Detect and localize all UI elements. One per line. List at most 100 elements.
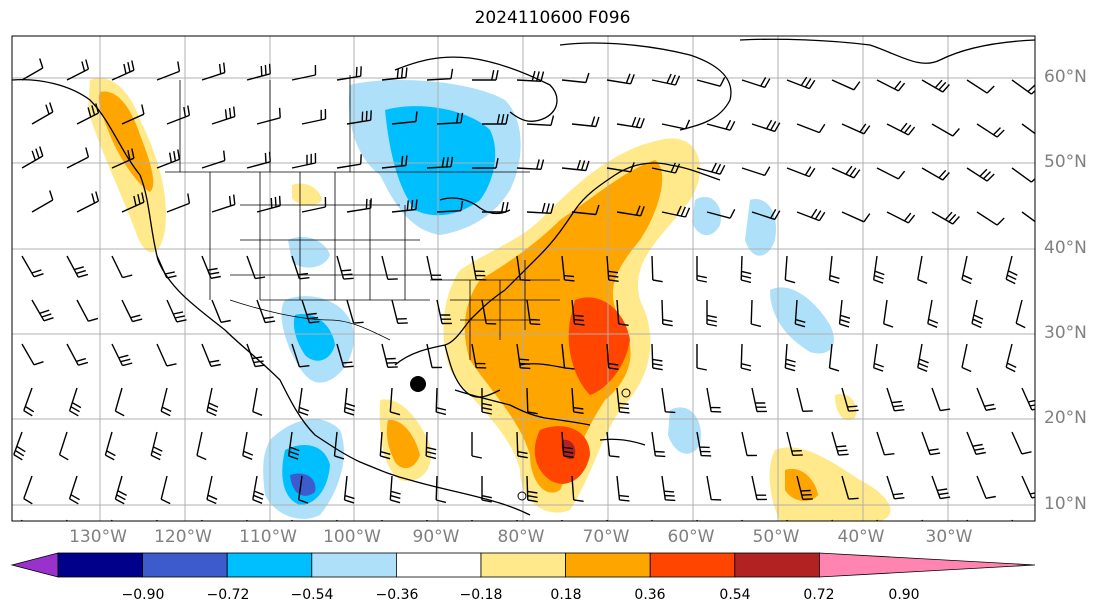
wind-barb bbox=[516, 431, 528, 459]
wind-barb bbox=[23, 387, 35, 417]
shade-positive-central-am-core bbox=[386, 419, 420, 469]
wind-barb bbox=[201, 255, 221, 279]
wind-barb bbox=[206, 387, 219, 417]
wind-barb bbox=[336, 66, 362, 81]
wind-barb bbox=[246, 343, 266, 368]
wind-barb bbox=[561, 255, 575, 282]
wind-barb bbox=[291, 152, 317, 169]
wind-barb bbox=[301, 299, 320, 324]
wind-barb bbox=[246, 63, 271, 81]
wind-barb bbox=[706, 208, 736, 219]
wind-barb bbox=[706, 300, 717, 327]
wind-barb bbox=[651, 431, 666, 458]
wind-barb bbox=[571, 204, 600, 216]
wind-barb bbox=[121, 192, 145, 213]
wind-barb bbox=[481, 299, 497, 325]
wind-barb bbox=[391, 111, 418, 125]
wind-barb bbox=[21, 343, 44, 366]
wind-barb bbox=[1021, 123, 1035, 135]
lon-label: 90°W bbox=[412, 527, 460, 547]
wind-barb bbox=[346, 198, 372, 213]
colorbar-label: 0.72 bbox=[803, 587, 835, 603]
wind-barb bbox=[426, 255, 443, 281]
wind-barb bbox=[616, 116, 645, 129]
wind-barb bbox=[696, 256, 707, 283]
wind-barb bbox=[571, 299, 585, 326]
wind-barb bbox=[1011, 431, 1032, 455]
wind-barb bbox=[252, 387, 263, 416]
wind-barb bbox=[435, 387, 447, 416]
wind-barb bbox=[471, 343, 487, 369]
wind-barb bbox=[381, 343, 398, 368]
wind-barb bbox=[616, 387, 630, 414]
wind-barb bbox=[343, 387, 356, 416]
wind-barb bbox=[256, 299, 276, 324]
shade-positive-carib-max bbox=[534, 426, 590, 484]
wind-barb bbox=[211, 299, 231, 323]
shade-positive-east-max bbox=[568, 297, 630, 395]
wind-barb bbox=[740, 255, 752, 284]
wind-barb bbox=[21, 146, 44, 169]
wind-barb bbox=[873, 255, 885, 284]
wind-barb bbox=[841, 387, 859, 412]
colorbar-segment bbox=[395, 552, 482, 578]
map-title: 2024110600 F096 bbox=[474, 8, 631, 28]
wind-barb bbox=[516, 343, 531, 370]
wind-barb bbox=[1011, 79, 1035, 95]
wind-barb bbox=[336, 255, 354, 280]
shade-positive-nw-core bbox=[98, 91, 154, 192]
wind-barb bbox=[784, 343, 796, 372]
shade-negative-mexico-core bbox=[293, 314, 335, 361]
wind-barb bbox=[1021, 387, 1035, 411]
wind-barb bbox=[111, 255, 133, 279]
wind-barb bbox=[301, 108, 327, 125]
lat-label: 60°N bbox=[1044, 67, 1087, 87]
wind-barb bbox=[571, 116, 600, 128]
wind-barb bbox=[526, 475, 538, 503]
wind-barb bbox=[66, 343, 89, 366]
wind-barb bbox=[921, 79, 950, 93]
wind-barb bbox=[343, 475, 355, 504]
wind-barb bbox=[876, 167, 906, 180]
wind-barb bbox=[21, 255, 44, 278]
wind-barb bbox=[333, 431, 345, 460]
wind-barb bbox=[482, 202, 509, 213]
wind-barb bbox=[961, 343, 972, 373]
wind-barb bbox=[436, 112, 464, 125]
wind-barb bbox=[76, 103, 100, 125]
wind-barb bbox=[651, 162, 681, 174]
lat-label: 30°N bbox=[1044, 323, 1087, 343]
wind-barb bbox=[1005, 255, 1018, 285]
wind-barb bbox=[706, 475, 722, 501]
wind-barb bbox=[121, 299, 143, 323]
wind-barb bbox=[381, 519, 383, 521]
wind-barb bbox=[516, 159, 545, 170]
wind-barb bbox=[786, 166, 816, 178]
wind-barb bbox=[336, 154, 362, 169]
wind-barb bbox=[696, 76, 726, 87]
lon-label: 50°W bbox=[752, 527, 800, 547]
wind-barb bbox=[425, 431, 437, 460]
wind-barb bbox=[796, 387, 813, 412]
shade-positive-atl-2 bbox=[769, 447, 891, 521]
wind-barb bbox=[526, 115, 555, 126]
wind-barb bbox=[114, 387, 125, 417]
wind-barb bbox=[379, 431, 391, 460]
wind-barb bbox=[256, 107, 281, 125]
wind-barb bbox=[931, 475, 951, 500]
colorbar-label: −0.72 bbox=[206, 587, 250, 603]
wind-barb bbox=[436, 299, 453, 325]
wind-barb bbox=[526, 202, 555, 214]
wind-barb bbox=[23, 475, 33, 505]
wind-barb bbox=[606, 73, 635, 85]
wind-barb bbox=[786, 76, 816, 90]
wind-barb bbox=[931, 211, 960, 225]
wind-barb bbox=[389, 387, 401, 416]
wind-barb bbox=[426, 68, 454, 81]
wind-barb bbox=[436, 200, 464, 213]
wind-barb bbox=[246, 255, 266, 280]
colorbar-segment bbox=[57, 552, 143, 578]
shade-positive-atl-1 bbox=[835, 394, 857, 421]
wind-barb bbox=[114, 475, 127, 505]
wind-barb bbox=[291, 64, 317, 81]
